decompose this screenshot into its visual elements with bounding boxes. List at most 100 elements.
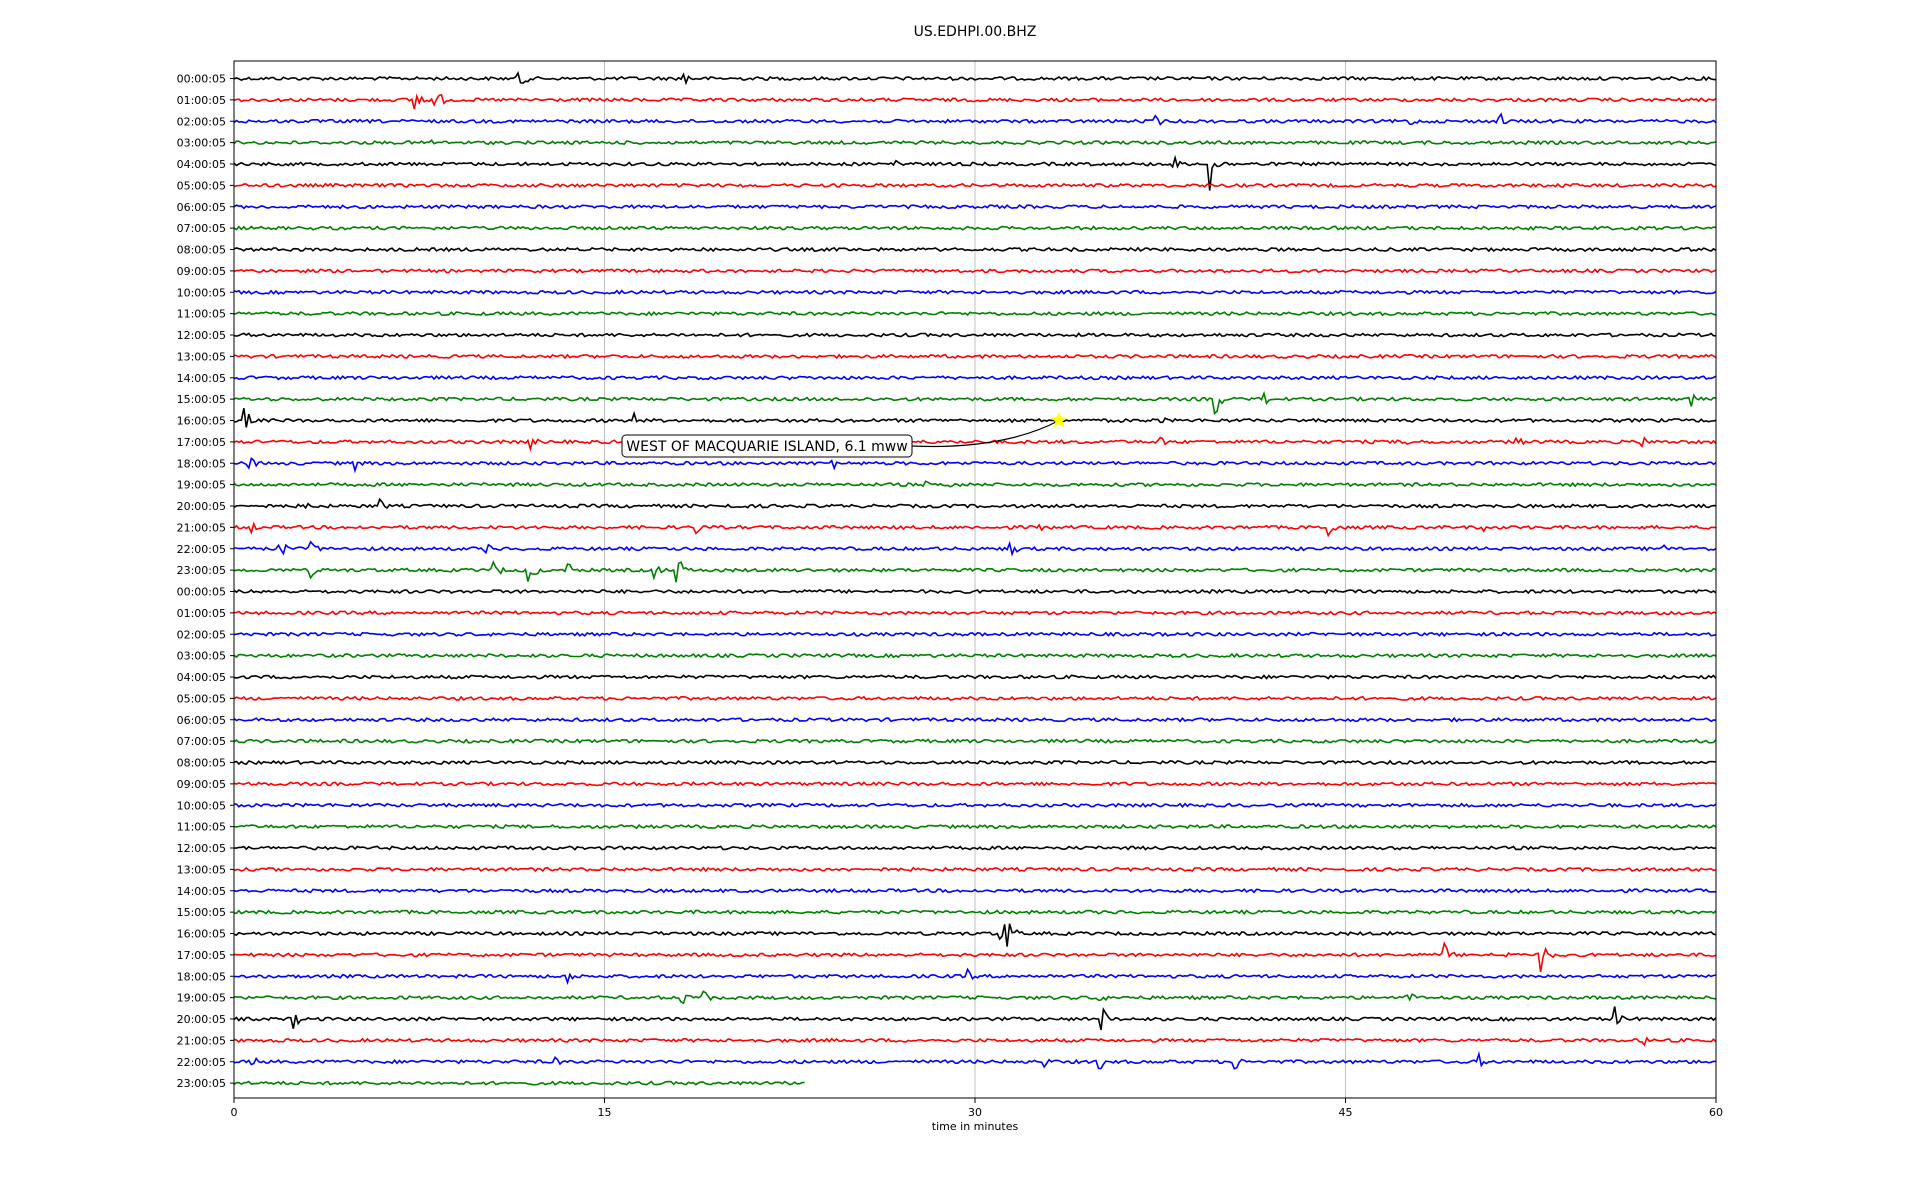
row-label-1: 01:00:05 xyxy=(177,94,226,107)
trace-row-21 xyxy=(233,521,1717,538)
trace-row-28 xyxy=(233,674,1717,680)
row-label-24: 00:00:05 xyxy=(177,586,226,599)
trace-row-7 xyxy=(233,225,1717,231)
trace-row-47 xyxy=(233,1080,805,1086)
row-label-9: 09:00:05 xyxy=(177,265,226,278)
trace-row-34 xyxy=(233,802,1717,809)
trace-row-36 xyxy=(234,845,1717,851)
trace-row-3 xyxy=(233,139,1717,146)
row-label-33: 09:00:05 xyxy=(177,778,226,791)
row-label-46: 22:00:05 xyxy=(177,1056,226,1069)
trace-row-25 xyxy=(233,610,1717,616)
trace-row-29 xyxy=(233,695,1717,702)
trace-row-20 xyxy=(233,497,1717,510)
row-label-31: 07:00:05 xyxy=(177,735,226,748)
seismic-traces xyxy=(233,70,1717,1086)
row-label-43: 19:00:05 xyxy=(177,992,226,1005)
trace-row-30 xyxy=(233,716,1717,723)
trace-row-10 xyxy=(233,289,1717,295)
trace-row-26 xyxy=(233,631,1717,638)
trace-row-19 xyxy=(233,480,1717,488)
trace-row-44 xyxy=(233,1006,1717,1031)
trace-row-14 xyxy=(233,375,1717,381)
trace-row-12 xyxy=(233,332,1717,338)
row-label-13: 13:00:05 xyxy=(177,350,226,363)
row-label-40: 16:00:05 xyxy=(177,928,226,941)
row-label-39: 15:00:05 xyxy=(177,906,226,919)
row-label-21: 21:00:05 xyxy=(177,521,226,534)
row-label-45: 21:00:05 xyxy=(177,1034,226,1047)
trace-row-35 xyxy=(233,823,1717,830)
row-label-20: 20:00:05 xyxy=(177,500,226,513)
row-label-14: 14:00:05 xyxy=(177,372,226,385)
row-label-0: 00:00:05 xyxy=(177,73,226,86)
trace-row-45 xyxy=(233,1036,1717,1047)
trace-row-24 xyxy=(233,588,1717,595)
row-label-34: 10:00:05 xyxy=(177,799,226,812)
row-label-44: 20:00:05 xyxy=(177,1013,226,1026)
x-tick-label-0: 0 xyxy=(231,1106,238,1119)
event-star-marker xyxy=(1050,411,1068,428)
row-label-25: 01:00:05 xyxy=(177,607,226,620)
trace-row-1 xyxy=(233,93,1717,110)
trace-row-42 xyxy=(233,967,1717,986)
row-label-42: 18:00:05 xyxy=(177,970,226,983)
annotation-label: WEST OF MACQUARIE ISLAND, 6.1 mww xyxy=(626,439,907,455)
row-label-26: 02:00:05 xyxy=(177,628,226,641)
trace-row-17 xyxy=(233,436,1717,452)
row-label-18: 18:00:05 xyxy=(177,457,226,470)
trace-row-40 xyxy=(233,923,1717,947)
row-label-2: 02:00:05 xyxy=(177,115,226,128)
row-labels: 00:00:05 01:00:05 02:00:05 03:00:05 04:00:05… xyxy=(177,73,234,1090)
trace-row-13 xyxy=(233,353,1717,360)
trace-row-27 xyxy=(233,652,1717,659)
trace-row-32 xyxy=(233,759,1717,766)
row-label-16: 16:00:05 xyxy=(177,415,226,428)
row-label-17: 17:00:05 xyxy=(177,436,226,449)
chart-title: US.EDHPI.00.BHZ xyxy=(914,24,1037,40)
row-label-12: 12:00:05 xyxy=(177,329,226,342)
x-axis-label: time in minutes xyxy=(932,1120,1019,1133)
row-label-47: 23:00:05 xyxy=(177,1077,226,1090)
trace-row-6 xyxy=(233,204,1717,210)
x-tick-label-4: 60 xyxy=(1709,1106,1723,1119)
trace-row-11 xyxy=(233,310,1717,317)
row-label-11: 11:00:05 xyxy=(177,308,226,321)
row-label-38: 14:00:05 xyxy=(177,885,226,898)
trace-row-15 xyxy=(233,390,1717,415)
row-label-36: 12:00:05 xyxy=(177,842,226,855)
trace-row-38 xyxy=(233,888,1717,894)
row-label-23: 23:00:05 xyxy=(177,564,226,577)
trace-row-22 xyxy=(234,540,1717,557)
row-label-28: 04:00:05 xyxy=(177,671,226,684)
trace-row-37 xyxy=(233,866,1717,873)
trace-row-46 xyxy=(233,1051,1717,1070)
trace-row-41 xyxy=(233,941,1717,973)
trace-row-5 xyxy=(233,182,1717,189)
row-label-41: 17:00:05 xyxy=(177,949,226,962)
trace-row-33 xyxy=(233,781,1717,787)
trace-row-39 xyxy=(233,909,1717,915)
row-label-27: 03:00:05 xyxy=(177,650,226,663)
trace-row-2 xyxy=(233,112,1717,126)
x-tick-label-1: 15 xyxy=(598,1106,612,1119)
row-label-19: 19:00:05 xyxy=(177,479,226,492)
row-label-35: 11:00:05 xyxy=(177,821,226,834)
row-label-6: 06:00:05 xyxy=(177,201,226,214)
row-label-10: 10:00:05 xyxy=(177,286,226,299)
vertical-grid xyxy=(604,61,1346,1098)
trace-row-4 xyxy=(233,154,1717,191)
row-label-22: 22:00:05 xyxy=(177,543,226,556)
row-label-4: 04:00:05 xyxy=(177,158,226,171)
trace-row-23 xyxy=(233,560,1717,583)
trace-row-18 xyxy=(233,457,1717,474)
trace-row-43 xyxy=(233,990,1717,1005)
x-tick-label-3: 45 xyxy=(1339,1106,1353,1119)
trace-row-0 xyxy=(233,70,1717,86)
row-label-32: 08:00:05 xyxy=(177,757,226,770)
row-label-15: 15:00:05 xyxy=(177,393,226,406)
annotation-box xyxy=(621,434,913,458)
row-label-7: 07:00:05 xyxy=(177,222,226,235)
row-label-37: 13:00:05 xyxy=(177,863,226,876)
